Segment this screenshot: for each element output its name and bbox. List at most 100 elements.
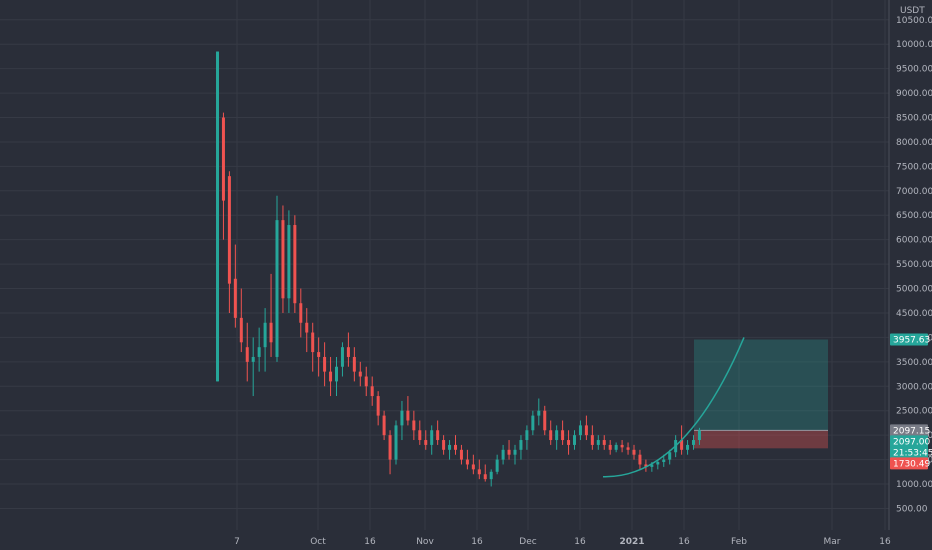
candle-body [448, 444, 452, 450]
candle-body [216, 51, 219, 382]
y-tick-label: 6500.00 [896, 211, 932, 221]
candle-body [656, 462, 660, 465]
x-tick-label: Mar [824, 537, 841, 547]
candle-body [269, 322, 273, 343]
profit-zone[interactable] [694, 339, 828, 431]
candle-body [424, 440, 428, 445]
position-zones[interactable] [694, 339, 828, 449]
candle-body [483, 474, 487, 480]
loss-zone[interactable] [694, 430, 828, 449]
candle-body [239, 317, 243, 343]
x-tick-label: 16 [574, 537, 586, 547]
grid-lines [0, 0, 889, 530]
candle-body [614, 444, 618, 450]
candle-body [519, 440, 523, 450]
candle-body [275, 220, 279, 357]
candle-body [329, 371, 333, 382]
candle-body [507, 449, 511, 455]
candle-body [293, 225, 297, 304]
x-tick-label: 16 [879, 537, 891, 547]
candle-body [537, 410, 541, 416]
candle-body [578, 425, 582, 436]
y-tick-label: 5500.00 [896, 260, 932, 270]
y-tick-label: 9500.00 [896, 65, 932, 75]
candle-body [489, 471, 493, 480]
candle-body [335, 366, 338, 382]
candle-body [644, 464, 648, 467]
candle-body [287, 225, 291, 299]
y-tick-label: 10500.00 [896, 16, 932, 26]
candle-body [638, 454, 642, 465]
price-badge-label: 2097.15 [893, 426, 930, 436]
price-badge-bg [890, 424, 928, 437]
price-badge: 21:53:45 [890, 446, 932, 459]
price-badge-label: 1730.49 [893, 459, 930, 469]
candle-body [471, 464, 475, 470]
projection-curve[interactable] [602, 337, 745, 478]
candle-body [436, 430, 440, 441]
candle-body [697, 430, 701, 441]
candle-body [394, 425, 398, 460]
currency-label: USDT [900, 6, 925, 16]
candle-body [340, 347, 344, 367]
x-tick-label: Dec [519, 537, 536, 547]
candle-body [662, 459, 666, 463]
y-tick-label: 500.00 [896, 504, 928, 514]
price-badge: 3957.63 [890, 333, 930, 346]
candle-body [584, 425, 588, 436]
candle-body [525, 430, 529, 441]
candle-body [358, 371, 362, 377]
candle-body [549, 430, 553, 441]
x-tick-label: 16 [678, 537, 690, 547]
candle-body [596, 440, 600, 445]
price-badge-bg [890, 457, 928, 470]
candle-body [626, 447, 630, 450]
candle-body [686, 444, 690, 450]
candle-body [311, 332, 315, 353]
candle-body [495, 459, 499, 472]
candle-body [465, 459, 469, 465]
y-tick-label: 7000.00 [896, 187, 932, 197]
y-tick-label: 9000.00 [896, 89, 932, 99]
candle-body [257, 347, 261, 357]
candle-body [317, 352, 321, 357]
candle-body [406, 410, 410, 421]
candle-body [477, 469, 481, 475]
y-tick-label: 8000.00 [896, 138, 932, 148]
candle-body [602, 440, 606, 445]
x-tick-label: 16 [364, 537, 376, 547]
x-tick-label: 2021 [619, 537, 644, 547]
y-tick-label: 3000.00 [896, 382, 932, 392]
candle-body [543, 410, 547, 431]
x-tick-label: Feb [731, 537, 747, 547]
candle-body [590, 435, 594, 445]
candle-body [531, 415, 535, 431]
candle-body [442, 440, 446, 450]
candle-body [567, 440, 571, 445]
price-badge-label: 2097.00 [893, 437, 930, 447]
price-badge-label: 3957.63 [893, 335, 930, 345]
candle-body [501, 449, 505, 460]
candle-body [680, 440, 684, 450]
candle-body [573, 435, 576, 445]
candle-body [668, 452, 672, 460]
y-tick-label: 5000.00 [896, 285, 932, 295]
candle-body [299, 303, 303, 323]
candle-body [388, 435, 392, 460]
price-badge: 2097.15 [890, 424, 930, 437]
y-tick-label: 1000.00 [896, 480, 932, 490]
y-tick-label: 3500.00 [896, 358, 932, 368]
price-badge: 1730.49 [890, 457, 930, 470]
candle-body [561, 430, 565, 441]
candle-body [418, 430, 422, 441]
candle-body [227, 176, 231, 284]
candle-body [251, 356, 255, 362]
candle-body [430, 430, 434, 445]
time-axis[interactable]: 7 Oct 16 Nov 16 Dec 16 2021 16 Feb Mar 16 [234, 537, 891, 547]
candle-body [632, 449, 636, 455]
candle-body [305, 322, 309, 333]
x-tick-label: Nov [416, 537, 434, 547]
